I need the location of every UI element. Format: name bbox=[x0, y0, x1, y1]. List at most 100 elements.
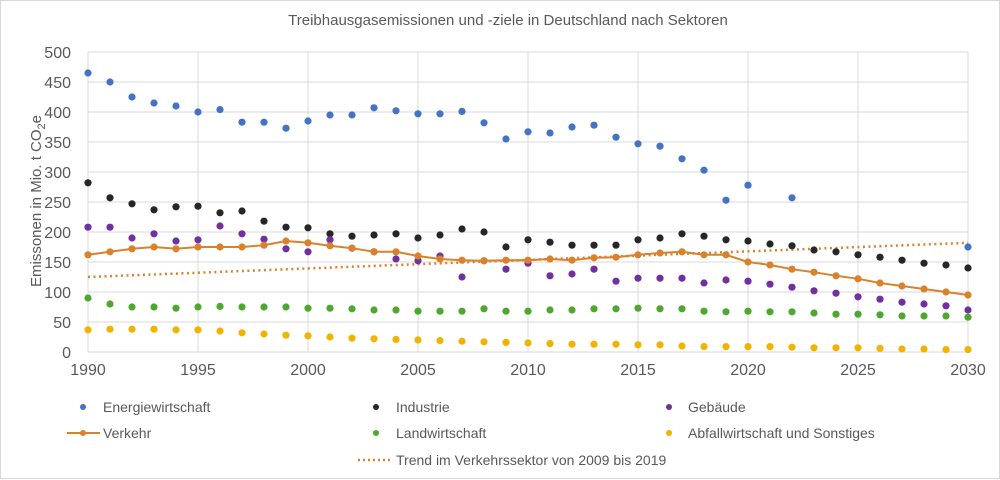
data-point-1990 bbox=[84, 69, 92, 77]
data-point-2016 bbox=[656, 274, 664, 282]
data-point-1999 bbox=[282, 303, 290, 311]
data-point-2003 bbox=[370, 231, 378, 239]
y-axis-label-subscript: 2 bbox=[36, 123, 48, 129]
data-point-2027 bbox=[898, 298, 906, 306]
data-point-2007 bbox=[458, 256, 466, 264]
data-point-2021 bbox=[766, 280, 774, 288]
data-point-1997 bbox=[238, 230, 246, 238]
x-tick-label: 2000 bbox=[290, 362, 326, 379]
data-point-2028 bbox=[920, 300, 928, 308]
y-tick-label: 300 bbox=[44, 165, 71, 182]
data-point-2003 bbox=[370, 306, 378, 314]
series-landwirtschaft bbox=[84, 294, 972, 321]
data-point-2019 bbox=[722, 196, 730, 204]
data-point-1993 bbox=[150, 325, 158, 333]
data-point-2012 bbox=[568, 270, 576, 278]
data-point-2014 bbox=[612, 241, 620, 249]
data-point-2012 bbox=[568, 306, 576, 314]
data-point-1998 bbox=[260, 241, 268, 249]
data-point-2013 bbox=[590, 241, 598, 249]
gridlines bbox=[87, 51, 969, 353]
data-point-2011 bbox=[546, 306, 554, 314]
data-point-1991 bbox=[106, 223, 114, 231]
data-point-2009 bbox=[502, 338, 510, 346]
data-point-2023 bbox=[810, 344, 818, 352]
legend-label-landwirtschaft: Landwirtschaft bbox=[396, 425, 486, 441]
data-point-1992 bbox=[128, 200, 136, 208]
y-tick-label: 200 bbox=[44, 225, 71, 242]
data-point-2027 bbox=[898, 345, 906, 353]
data-point-2014 bbox=[612, 305, 620, 313]
data-point-2026 bbox=[876, 311, 884, 319]
data-point-2019 bbox=[722, 236, 730, 244]
data-point-1995 bbox=[194, 108, 202, 116]
data-point-2006 bbox=[436, 110, 444, 118]
data-point-1993 bbox=[150, 99, 158, 107]
data-point-1997 bbox=[238, 303, 246, 311]
data-point-2028 bbox=[920, 285, 928, 293]
data-point-1990 bbox=[84, 251, 92, 259]
data-point-1998 bbox=[260, 217, 268, 225]
data-point-2019 bbox=[722, 251, 730, 259]
x-tick-label: 2020 bbox=[730, 362, 766, 379]
data-point-2026 bbox=[876, 295, 884, 303]
data-point-1994 bbox=[172, 237, 180, 245]
data-point-2023 bbox=[810, 287, 818, 295]
data-point-1990 bbox=[84, 179, 92, 187]
y-tick-label: 250 bbox=[44, 195, 71, 212]
y-axis-label-tail: e bbox=[28, 115, 45, 123]
data-point-2010 bbox=[524, 307, 532, 315]
data-point-2021 bbox=[766, 261, 774, 269]
data-point-1993 bbox=[150, 206, 158, 214]
legend-label-trend: Trend im Verkehrssektor von 2009 bis 201… bbox=[396, 452, 667, 468]
data-point-2008 bbox=[480, 228, 488, 236]
data-point-2017 bbox=[678, 230, 686, 238]
legend-label-verkehr: Verkehr bbox=[103, 425, 152, 441]
data-point-1996 bbox=[216, 327, 224, 335]
data-point-1991 bbox=[106, 300, 114, 308]
y-axis-label-main: Emissonen in Mio. t CO bbox=[28, 129, 45, 287]
data-point-2029 bbox=[942, 312, 950, 320]
data-point-2029 bbox=[942, 346, 950, 354]
data-point-2025 bbox=[854, 293, 862, 301]
data-point-1996 bbox=[216, 243, 224, 251]
y-axis-label: Emissonen in Mio. t CO2e bbox=[28, 115, 48, 287]
data-point-2007 bbox=[458, 107, 466, 115]
data-point-1994 bbox=[172, 245, 180, 253]
data-point-2022 bbox=[788, 242, 796, 250]
series-layer bbox=[84, 69, 972, 354]
data-point-2025 bbox=[854, 310, 862, 318]
data-point-2020 bbox=[744, 307, 752, 315]
data-point-2023 bbox=[810, 309, 818, 317]
data-point-2004 bbox=[392, 107, 400, 115]
data-point-2001 bbox=[326, 111, 334, 119]
data-point-2005 bbox=[414, 110, 422, 118]
data-point-2002 bbox=[348, 232, 356, 240]
data-point-2016 bbox=[656, 341, 664, 349]
data-point-1995 bbox=[194, 326, 202, 334]
data-point-2016 bbox=[656, 142, 664, 150]
data-point-2004 bbox=[392, 248, 400, 256]
data-point-2005 bbox=[414, 234, 422, 242]
data-point-2010 bbox=[524, 236, 532, 244]
data-point-1998 bbox=[260, 118, 268, 126]
data-point-2020 bbox=[744, 237, 752, 245]
data-point-2023 bbox=[810, 268, 818, 276]
y-tick-label: 0 bbox=[62, 345, 71, 362]
data-point-2015 bbox=[634, 251, 642, 259]
x-tick-label: 2005 bbox=[400, 362, 436, 379]
data-point-2001 bbox=[326, 304, 334, 312]
data-point-2012 bbox=[568, 340, 576, 348]
data-point-2005 bbox=[414, 252, 422, 260]
data-point-2021 bbox=[766, 240, 774, 248]
legend-item-verkehr: Verkehr bbox=[67, 425, 152, 441]
y-tick-label: 450 bbox=[44, 75, 71, 92]
legend-item-landwirtschaft: Landwirtschaft bbox=[373, 425, 486, 441]
x-tick-label: 2015 bbox=[620, 362, 656, 379]
data-point-2011 bbox=[546, 255, 554, 263]
legend-marker-abfallwirtschaft bbox=[666, 430, 672, 436]
data-point-2014 bbox=[612, 277, 620, 285]
data-point-2022 bbox=[788, 194, 796, 202]
data-point-2009 bbox=[502, 243, 510, 251]
data-point-2018 bbox=[700, 251, 708, 259]
